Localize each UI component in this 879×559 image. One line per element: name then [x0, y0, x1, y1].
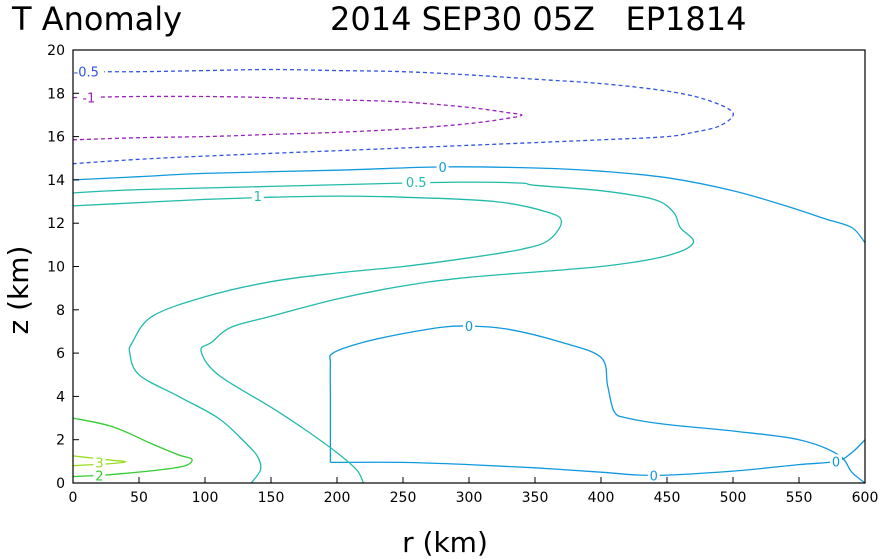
- contour-label: -1: [82, 92, 95, 107]
- contour-line-0p5: [72, 181, 695, 484]
- contour-label: -0.5: [74, 66, 99, 81]
- x-tick-label: 600: [852, 490, 879, 506]
- contour-label-bg: [78, 90, 99, 105]
- contour-label: 2: [95, 469, 103, 484]
- y-tick-label: 12: [47, 216, 65, 232]
- contour-line-neg0p5: [72, 68, 734, 165]
- contour-label-bg: [436, 159, 449, 174]
- contour-line-2: [72, 417, 193, 478]
- x-tick-label: 350: [522, 490, 549, 506]
- x-tick-label: 200: [324, 490, 351, 506]
- plot-frame: [72, 49, 866, 484]
- contour-label-bg: [251, 189, 264, 204]
- x-tick-label: 450: [654, 490, 681, 506]
- contour-line-neg1: [72, 95, 523, 141]
- x-tick-label: 400: [588, 490, 615, 506]
- y-tick-label: 16: [47, 130, 65, 146]
- x-tick-label: 250: [390, 490, 417, 506]
- contour-label-bg: [647, 468, 660, 483]
- contour-line-0: [330, 439, 866, 477]
- contour-label: 0: [650, 469, 658, 484]
- y-tick-label: 20: [47, 43, 65, 59]
- contour-label-bg: [829, 454, 842, 469]
- contour-label-bg: [93, 468, 106, 483]
- contour-label-bg: [402, 175, 431, 190]
- contour-label-bg: [93, 455, 106, 470]
- x-axis-ticks: 0 50 100 150 200 250 300 350 400 450 500 550 600: [69, 477, 879, 506]
- y-tick-label: 6: [56, 346, 65, 362]
- chart-title-left: T Anomaly: [11, 0, 182, 38]
- contour-lines: -0.5 -1 0 0 0 0 0.5 1 23: [68, 64, 866, 484]
- y-tick-label: 10: [47, 260, 65, 276]
- y-axis-label: z (km): [2, 246, 35, 335]
- contour-label: 0.5: [406, 176, 427, 191]
- y-tick-label: 18: [47, 86, 65, 102]
- contour-label: 0: [832, 455, 840, 470]
- y-tick-label: 2: [56, 433, 65, 449]
- x-tick-label: 50: [130, 490, 148, 506]
- x-tick-label: 550: [786, 490, 813, 506]
- x-axis-label: r (km): [402, 526, 488, 559]
- contour-label: 1: [254, 190, 262, 205]
- x-tick-label: 100: [192, 490, 219, 506]
- y-tick-label: 4: [56, 389, 65, 405]
- y-tick-label: 14: [47, 173, 65, 189]
- contour-label: 0: [465, 320, 473, 335]
- contour-label-bg: [68, 64, 105, 79]
- y-axis-ticks: 0 2 4 6 8 10 12 14 16 18 20: [47, 43, 79, 492]
- chart-title-right: 2014 SEP30 05Z EP1814: [330, 0, 746, 38]
- x-tick-label: 500: [720, 490, 747, 506]
- contour-line-0: [329, 325, 866, 484]
- contour-label: 3: [95, 456, 103, 471]
- x-tick-label: 0: [69, 490, 78, 506]
- contour-label: 0: [438, 161, 446, 176]
- x-tick-label: 150: [258, 490, 285, 506]
- contour-line-1: [72, 195, 563, 484]
- x-tick-label: 300: [456, 490, 483, 506]
- contour-line-3: [72, 455, 127, 467]
- contour-label-bg: [463, 319, 475, 334]
- y-tick-label: 0: [56, 476, 65, 492]
- y-tick-label: 8: [56, 303, 65, 319]
- contour-line-0: [72, 166, 866, 244]
